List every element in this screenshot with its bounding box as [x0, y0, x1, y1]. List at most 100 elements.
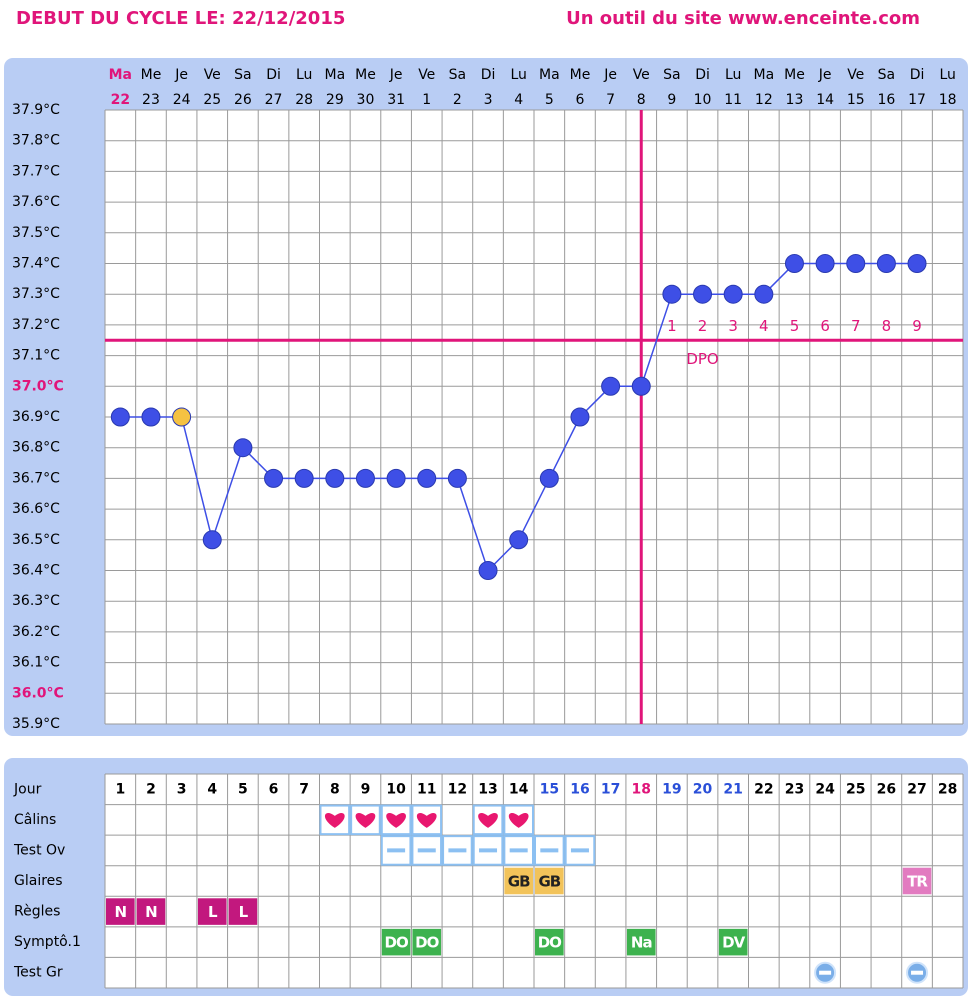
temperature-point	[172, 407, 192, 427]
weekday-label: Me	[784, 67, 805, 83]
heart	[508, 812, 529, 828]
y-tick-label: 37.0°C	[12, 378, 64, 394]
y-tick-label: 36.8°C	[12, 440, 60, 456]
badge-label: DO	[385, 934, 408, 952]
day-number: 11	[417, 781, 436, 797]
dpo-number: 2	[698, 317, 708, 335]
badge	[228, 898, 258, 925]
day-number: 3	[177, 781, 187, 797]
weekday-label: Me	[570, 67, 591, 83]
weekday-label: Di	[481, 67, 496, 83]
weekday-label: Je	[389, 67, 403, 83]
date-label: 16	[877, 92, 895, 108]
date-label: 5	[545, 92, 554, 108]
temperature-point	[325, 468, 345, 488]
pregnancy-test-minus	[911, 970, 924, 975]
temperature-point	[570, 407, 590, 427]
badge-label: Na	[631, 934, 652, 952]
badge	[626, 928, 656, 956]
temperature-point	[264, 468, 284, 488]
cell-highlight	[503, 804, 535, 836]
row-label: Règles	[14, 904, 60, 920]
temperature-point	[141, 407, 161, 427]
day-number: 5	[238, 781, 248, 797]
dpo-number: 5	[790, 317, 800, 335]
date-label: 17	[908, 92, 926, 108]
badge-label: DO	[415, 934, 438, 952]
temperature-point	[876, 254, 896, 273]
day-number: 7	[299, 781, 309, 797]
y-tick-label: 36.0°C	[12, 685, 64, 701]
y-tick-label: 36.6°C	[12, 501, 60, 517]
dpo-number: 9	[912, 317, 922, 335]
cell-highlight	[319, 804, 351, 836]
heart	[416, 812, 437, 828]
weekday-label: Di	[266, 67, 281, 83]
y-tick-label: 37.3°C	[12, 286, 60, 302]
weekday-label: Ma	[753, 67, 774, 83]
cell-highlight	[503, 835, 535, 866]
day-number: 16	[570, 781, 589, 797]
badge	[197, 898, 227, 925]
heart	[386, 812, 406, 828]
temperature-point	[386, 468, 406, 488]
date-label: 2	[453, 92, 462, 108]
weekday-label: Ve	[418, 67, 435, 83]
y-tick-label: 36.4°C	[12, 563, 60, 579]
day-number: 23	[785, 781, 804, 797]
weekday-label: Me	[355, 67, 376, 83]
date-label: 1	[422, 92, 431, 108]
badge-label: L	[239, 903, 249, 921]
weekday-label: Je	[603, 67, 617, 83]
y-tick-label: 37.4°C	[12, 256, 60, 272]
y-tick-label: 36.9°C	[12, 409, 60, 425]
date-label: 10	[694, 92, 712, 108]
y-tick-label: 37.8°C	[12, 133, 60, 149]
day-number: 9	[361, 781, 371, 797]
temperature-point	[723, 284, 743, 304]
day-number: 26	[877, 781, 896, 797]
date-label: 29	[326, 92, 344, 108]
temperature-point	[662, 284, 682, 304]
date-label: 28	[295, 92, 313, 108]
weekday-label: Lu	[510, 67, 526, 83]
weekday-label: Lu	[296, 67, 312, 83]
y-tick-label: 37.9°C	[12, 102, 60, 118]
temperature-point	[110, 407, 130, 427]
heart	[355, 812, 376, 828]
day-number: 25	[846, 781, 865, 797]
day-number: 4	[207, 781, 217, 797]
temperature-point	[815, 254, 835, 273]
date-label: 14	[816, 92, 834, 108]
badge-label: TR	[907, 873, 928, 891]
cell-highlight	[564, 835, 596, 866]
heart	[478, 812, 498, 828]
date-label: 22	[111, 92, 130, 108]
weekday-label: Ve	[847, 67, 864, 83]
day-number: 18	[632, 781, 651, 797]
weekday-label: Lu	[725, 67, 741, 83]
badge	[535, 928, 564, 956]
date-label: 11	[724, 92, 742, 108]
day-number: 28	[938, 781, 957, 797]
dpo-number: 3	[728, 317, 738, 335]
badge-label: DV	[722, 934, 745, 952]
day-number: 2	[146, 781, 156, 797]
row-label: Test Gr	[13, 965, 63, 981]
date-label: 3	[484, 92, 493, 108]
date-label: 6	[576, 92, 585, 108]
dpo-number: 4	[759, 317, 769, 335]
row-label: Symptô.1	[14, 934, 81, 950]
badge-label: GB	[538, 873, 560, 891]
day-number: 15	[540, 781, 559, 797]
day-number: 13	[478, 781, 497, 797]
weekday-label: Sa	[234, 67, 251, 83]
day-number: 20	[693, 781, 713, 797]
date-label: 18	[939, 92, 957, 108]
temperature-point	[447, 468, 467, 488]
dpo-number: 8	[882, 317, 892, 335]
weekday-label: Me	[141, 67, 162, 83]
badge-label: GB	[508, 873, 530, 891]
